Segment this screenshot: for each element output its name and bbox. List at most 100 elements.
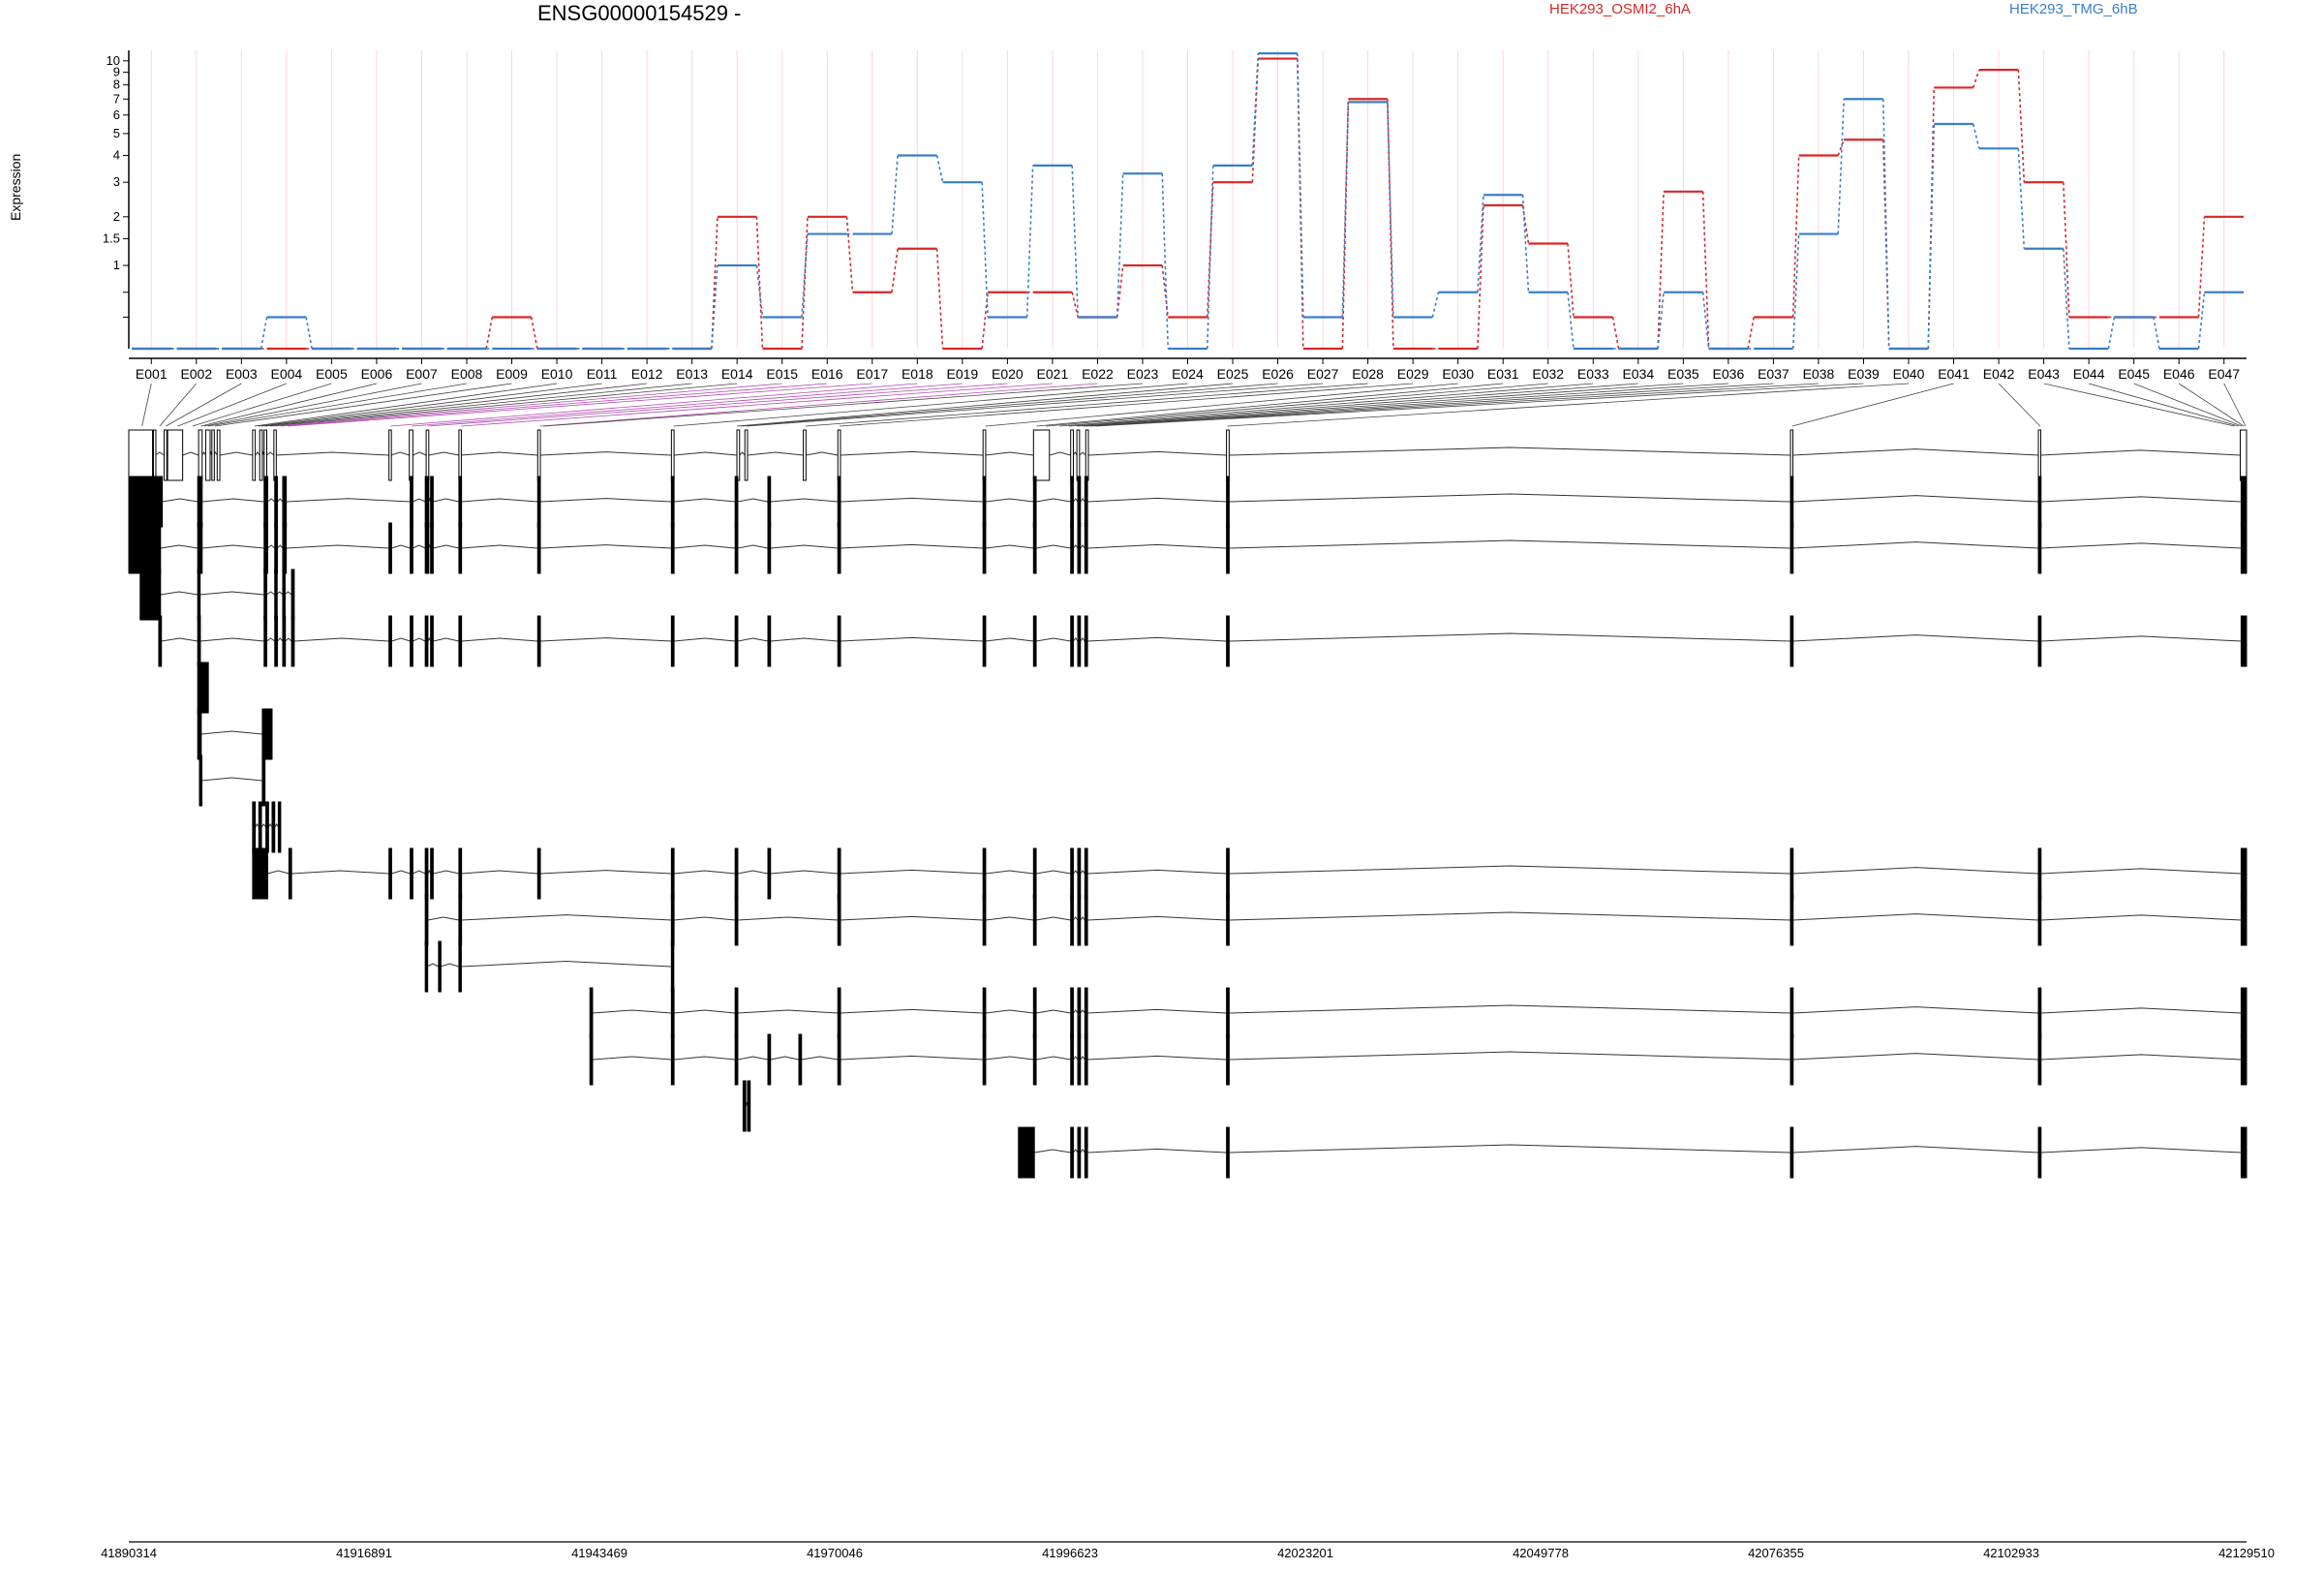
connector — [1657, 292, 1665, 350]
intron — [255, 823, 260, 828]
connector — [981, 182, 989, 318]
intron — [840, 1055, 984, 1061]
exon-block — [1789, 476, 1794, 528]
intron — [1080, 916, 1086, 921]
intron — [161, 637, 199, 642]
exon-block — [1032, 847, 1037, 900]
intron — [255, 451, 260, 456]
intron — [1073, 451, 1078, 456]
exon-block — [2037, 429, 2042, 481]
connector — [1972, 123, 1980, 149]
x-tick-label-E030: E030 — [1442, 366, 1474, 382]
exon-block — [2037, 894, 2042, 946]
genomic-tick-label: 41996623 — [1042, 1546, 1098, 1560]
exon-block — [2240, 476, 2248, 528]
y-tick-label: 9 — [113, 65, 120, 79]
exon-block — [982, 476, 987, 528]
y-tick-label: 7 — [113, 91, 120, 106]
exon-block — [252, 847, 268, 900]
exon-block — [1226, 476, 1230, 528]
exon-block — [982, 1033, 987, 1086]
connector — [2107, 317, 2116, 350]
x-tick-label-E046: E046 — [2163, 366, 2195, 382]
exon-block — [282, 476, 288, 528]
intron — [1080, 1149, 1086, 1154]
exon-block — [1070, 522, 1074, 574]
x-tick-label-E017: E017 — [856, 366, 888, 382]
exon-block — [536, 476, 541, 528]
intron — [540, 498, 672, 503]
exon-block — [837, 987, 841, 1039]
exon-map-line-E030 — [985, 383, 1458, 427]
intron — [286, 498, 411, 503]
exon-map-line-E014 — [270, 383, 738, 427]
intron — [266, 591, 276, 596]
exon-block — [1077, 847, 1082, 900]
connector — [305, 317, 313, 350]
x-tick-label-E021: E021 — [1037, 366, 1069, 382]
intron — [266, 637, 276, 642]
connector — [2197, 216, 2206, 318]
exon-block — [536, 522, 541, 574]
connector — [755, 216, 764, 350]
x-tick-label-E004: E004 — [271, 366, 303, 382]
x-tick-label-E026: E026 — [1262, 366, 1294, 382]
exon-block — [197, 476, 203, 528]
intron — [460, 961, 672, 968]
y-tick-label: 1 — [113, 258, 120, 272]
exon-block — [430, 615, 434, 667]
exon-block — [2037, 615, 2042, 667]
exon-block — [263, 429, 268, 481]
x-tick-label-E043: E043 — [2028, 366, 2060, 382]
exon-block — [747, 1080, 751, 1132]
exon-block — [742, 1080, 747, 1132]
x-tick-label-E025: E025 — [1217, 366, 1249, 382]
intron — [737, 637, 769, 642]
exon-map-line-E010 — [254, 383, 558, 427]
exon-block — [216, 429, 221, 481]
exon-map-line-E023 — [543, 383, 1143, 427]
exon-block — [1076, 429, 1081, 481]
exon-block — [1084, 476, 1088, 528]
intron — [1792, 1006, 2039, 1014]
exon-block — [670, 1033, 675, 1086]
connector — [260, 317, 268, 350]
x-tick-label-E039: E039 — [1848, 366, 1880, 382]
exon-block — [252, 801, 257, 853]
intron — [540, 870, 672, 875]
intron — [2040, 542, 2242, 549]
exon-block — [734, 987, 739, 1039]
intron — [160, 591, 199, 596]
exon-map-line-E027 — [747, 383, 1324, 427]
exon-map-line-E018 — [390, 383, 918, 427]
exon-block — [290, 569, 295, 621]
exon-block — [282, 522, 288, 574]
exon-block — [670, 615, 675, 667]
intron — [737, 544, 769, 549]
x-tick-label-E013: E013 — [676, 366, 708, 382]
exon-map-line-E047 — [2223, 383, 2247, 427]
intron — [985, 1056, 1034, 1061]
exon-map-line-E031 — [1036, 383, 1504, 427]
intron — [2039, 449, 2241, 456]
exon-block — [1084, 847, 1088, 900]
intron — [674, 637, 736, 642]
exon-block — [670, 476, 675, 528]
exon-block — [670, 940, 675, 993]
connector — [711, 216, 719, 350]
x-tick-label-E032: E032 — [1532, 366, 1564, 382]
x-tick-label-E034: E034 — [1622, 366, 1654, 382]
exon-map-line-E045 — [2133, 383, 2243, 427]
intron — [1087, 450, 1227, 456]
exon-block — [430, 847, 434, 900]
intron — [1073, 1149, 1079, 1154]
x-tick-label-E009: E009 — [496, 366, 528, 382]
intron — [540, 637, 672, 642]
intron — [1080, 1056, 1086, 1061]
intron — [840, 497, 984, 503]
intron — [162, 498, 199, 503]
exon-map-line-E038 — [1090, 383, 1819, 427]
exon-block — [424, 894, 429, 946]
intron — [275, 451, 389, 456]
exon-block — [767, 847, 772, 900]
